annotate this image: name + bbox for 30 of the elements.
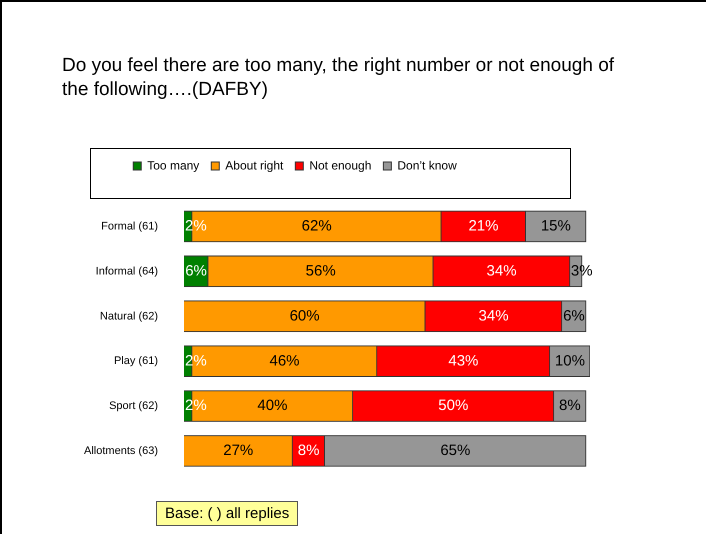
data-label: 21% xyxy=(468,218,498,235)
data-label: 27% xyxy=(223,442,254,460)
data-label: 15% xyxy=(540,218,571,235)
data-label: 10% xyxy=(554,352,585,370)
y-tick-label: Formal (61) xyxy=(101,220,158,232)
y-tick-label: Natural (62) xyxy=(100,310,158,322)
data-label: 8% xyxy=(298,442,320,460)
legend-label: Not enough xyxy=(309,158,372,172)
data-label: 50% xyxy=(438,397,468,414)
data-label: 34% xyxy=(486,262,517,280)
legend-label: Too many xyxy=(147,158,200,172)
legend-label: About right xyxy=(225,158,284,172)
data-label: 8% xyxy=(559,397,581,414)
data-label: 65% xyxy=(440,442,470,460)
data-label: 56% xyxy=(306,262,336,280)
text: Base: ( ) all replies xyxy=(156,501,298,526)
data-label: 43% xyxy=(448,352,478,370)
legend-label: Don’t know xyxy=(397,158,458,172)
data-label: 34% xyxy=(478,307,509,324)
y-tick-label: Informal (64) xyxy=(96,265,158,278)
data-label: 46% xyxy=(269,352,300,370)
y-tick-label: Play (61) xyxy=(114,355,158,368)
y-tick-label: Allotments (63) xyxy=(84,444,158,457)
data-label: 40% xyxy=(257,397,288,414)
data-label: 6% xyxy=(563,307,585,324)
data-label: 6% xyxy=(185,262,207,280)
y-tick-label: Sport (62) xyxy=(109,400,158,412)
data-label: 60% xyxy=(290,307,320,324)
data-label: 62% xyxy=(302,218,332,235)
chart-title: Do you feel there are too many, the right number or not enough of the following….(DAFBY) xyxy=(62,54,616,102)
